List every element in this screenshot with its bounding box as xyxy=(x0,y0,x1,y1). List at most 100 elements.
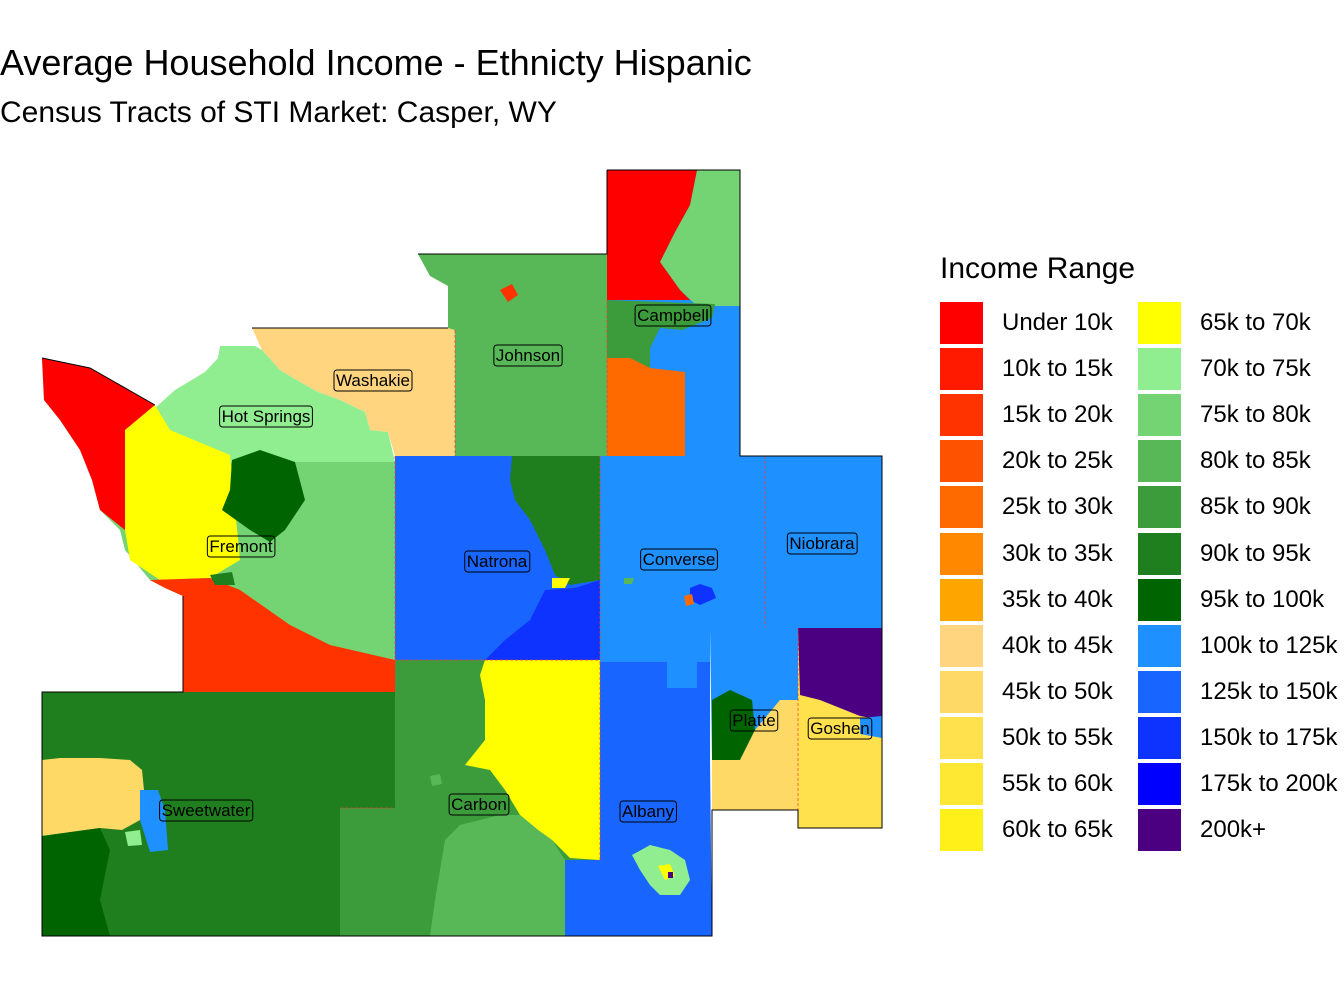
county-platte xyxy=(710,628,798,810)
legend-swatch xyxy=(1138,302,1181,345)
legend-item: 175k to 200k xyxy=(1138,761,1337,807)
legend-swatch xyxy=(940,762,983,805)
legend-swatch xyxy=(940,532,983,575)
legend-swatch xyxy=(940,440,983,483)
legend-label: 200k+ xyxy=(1200,816,1267,844)
legend-item: 100k to 125k xyxy=(1138,623,1337,669)
legend-swatch xyxy=(1138,394,1181,437)
county-natrona xyxy=(395,456,600,660)
legend-label: 35k to 40k xyxy=(1002,585,1113,613)
legend-item: 30k to 35k xyxy=(940,530,1113,576)
legend-label: 95k to 100k xyxy=(1200,585,1325,613)
svg-text:Sweetwater: Sweetwater xyxy=(162,801,251,820)
legend-swatch xyxy=(1138,578,1181,621)
legend-swatch xyxy=(1138,809,1181,852)
legend-swatch xyxy=(940,348,983,391)
legend-swatch xyxy=(1138,348,1181,391)
svg-text:Niobrara: Niobrara xyxy=(789,534,855,553)
svg-text:Natrona: Natrona xyxy=(467,552,528,571)
county-carbon xyxy=(340,660,600,936)
legend-swatch xyxy=(940,624,983,667)
county-goshen xyxy=(798,628,882,828)
legend-swatch xyxy=(940,394,983,437)
legend-swatch xyxy=(940,716,983,759)
svg-text:Hot Springs: Hot Springs xyxy=(222,407,311,426)
legend-label: 100k to 125k xyxy=(1200,631,1338,659)
legend-column-2: 65k to 70k 70k to 75k 75k to 80k 80k to 85k… xyxy=(1138,300,1337,853)
county-label-fremont: Fremont xyxy=(206,535,276,558)
legend-item: 20k to 25k xyxy=(940,438,1113,484)
county-johnson xyxy=(418,254,607,456)
legend-swatch xyxy=(940,578,983,621)
legend-item: 55k to 60k xyxy=(940,761,1113,807)
legend-label: 90k to 95k xyxy=(1200,539,1311,567)
legend-item: 125k to 150k xyxy=(1138,669,1337,715)
county-label-platte: Platte xyxy=(729,709,779,732)
legend-label: 40k to 45k xyxy=(1002,631,1113,659)
legend-label: 55k to 60k xyxy=(1002,769,1113,797)
svg-text:Campbell: Campbell xyxy=(637,306,709,325)
legend-item: 70k to 75k xyxy=(1138,346,1337,392)
legend-label: 85k to 90k xyxy=(1200,493,1311,521)
legend-title: Income Range xyxy=(940,252,1136,285)
legend-item: 75k to 80k xyxy=(1138,392,1337,438)
legend-item: 25k to 30k xyxy=(940,484,1113,530)
svg-text:Goshen: Goshen xyxy=(810,719,870,738)
legend-label: 150k to 175k xyxy=(1200,723,1338,751)
county-label-johnson: Johnson xyxy=(493,344,563,367)
legend-swatch xyxy=(1138,762,1181,805)
county-label-campbell: Campbell xyxy=(634,304,712,327)
svg-text:Carbon: Carbon xyxy=(451,795,507,814)
svg-text:Platte: Platte xyxy=(732,711,775,730)
legend-label: 20k to 25k xyxy=(1002,447,1113,475)
svg-text:Johnson: Johnson xyxy=(496,346,560,365)
legend-label: 25k to 30k xyxy=(1002,493,1113,521)
legend-label: 75k to 80k xyxy=(1200,401,1311,429)
legend-item: 150k to 175k xyxy=(1138,715,1337,761)
svg-text:Washakie: Washakie xyxy=(336,371,410,390)
legend-column-1: Under 10k 10k to 15k 15k to 20k 20k to 25k 2… xyxy=(940,300,1113,853)
county-labels: Campbell Johnson Washakie Hot Springs Fremon… xyxy=(159,304,873,823)
map-title: Average Household Income - Ethnicty Hisp… xyxy=(0,42,752,83)
county-label-washakie: Washakie xyxy=(333,369,413,392)
legend-item: 200k+ xyxy=(1138,807,1337,853)
county-label-carbon: Carbon xyxy=(448,793,510,816)
county-washakie xyxy=(252,328,455,456)
legend-swatch xyxy=(1138,716,1181,759)
legend-item: 90k to 95k xyxy=(1138,530,1337,576)
legend-swatch xyxy=(1138,670,1181,713)
legend-label: 45k to 50k xyxy=(1002,677,1113,705)
legend-swatch xyxy=(940,809,983,852)
svg-text:Fremont: Fremont xyxy=(209,537,273,556)
county-converse xyxy=(600,456,765,688)
legend-item: 60k to 65k xyxy=(940,807,1113,853)
legend-label: 10k to 15k xyxy=(1002,355,1113,383)
legend-item: 10k to 15k xyxy=(940,346,1113,392)
legend-swatch xyxy=(940,670,983,713)
legend-swatch xyxy=(940,302,983,345)
county-sweetwater xyxy=(42,692,395,936)
legend-item: 50k to 55k xyxy=(940,715,1113,761)
legend-label: 65k to 70k xyxy=(1200,309,1311,337)
county-albany xyxy=(565,662,712,936)
legend-label: 80k to 85k xyxy=(1200,447,1311,475)
legend-swatch xyxy=(940,486,983,529)
legend-label: Under 10k xyxy=(1002,309,1113,337)
map-subtitle: Census Tracts of STI Market: Casper, WY xyxy=(0,96,557,129)
legend-item: 35k to 40k xyxy=(940,577,1113,623)
county-campbell xyxy=(607,170,740,456)
county-niobrara xyxy=(765,456,882,628)
legend-label: 60k to 65k xyxy=(1002,816,1113,844)
legend-label: 15k to 20k xyxy=(1002,401,1113,429)
county-label-albany: Albany xyxy=(619,800,677,823)
legend-item: Under 10k xyxy=(940,300,1113,346)
county-label-hot-springs: Hot Springs xyxy=(219,405,313,428)
legend-item: 15k to 20k xyxy=(940,392,1113,438)
legend-label: 175k to 200k xyxy=(1200,769,1338,797)
county-label-sweetwater: Sweetwater xyxy=(159,799,254,822)
svg-text:Albany: Albany xyxy=(622,802,674,821)
svg-text:Converse: Converse xyxy=(643,550,716,569)
legend-label: 50k to 55k xyxy=(1002,723,1113,751)
legend-label: 30k to 35k xyxy=(1002,539,1113,567)
